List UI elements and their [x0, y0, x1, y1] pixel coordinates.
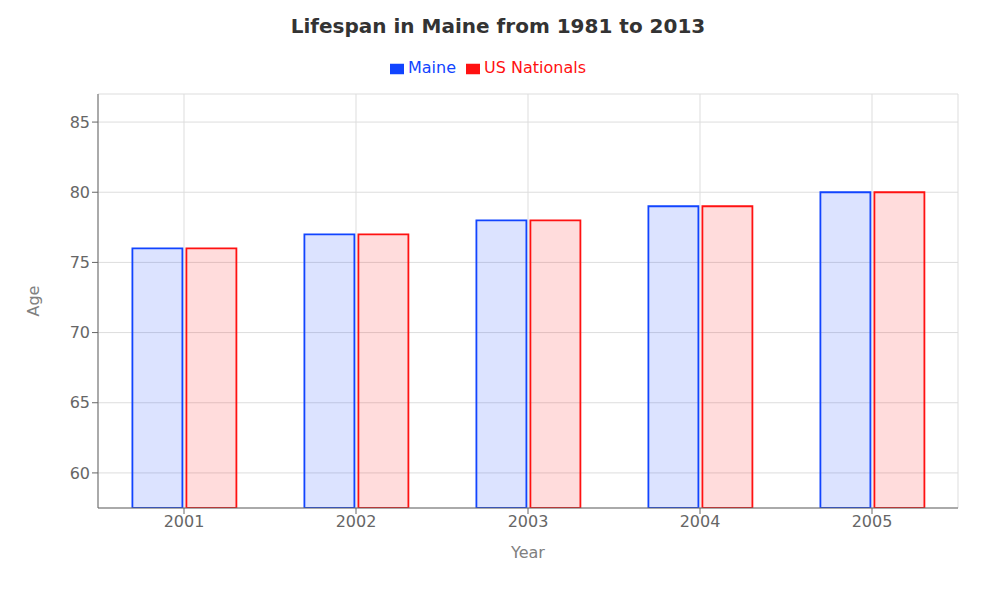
svg-text:2004: 2004	[680, 512, 721, 531]
html-text:Lifespan in Maine from 1981 to: Lifespan in Maine from 1981 to 2013	[290, 14, 706, 38]
svg-text:80: 80	[70, 183, 90, 202]
svg-text:2003: 2003	[508, 512, 549, 531]
svg-text:2002: 2002	[336, 512, 377, 531]
svg-text:Year: Year	[510, 543, 545, 562]
svg-text:Age: Age	[24, 286, 43, 317]
html-text:US Nationals: US Nationals	[484, 58, 586, 77]
svg-text:65: 65	[70, 393, 90, 412]
html-text:Maine: Maine	[408, 58, 456, 77]
svg-text:60: 60	[70, 464, 90, 483]
svg-text:75: 75	[70, 253, 90, 272]
svg-text:2005: 2005	[852, 512, 893, 531]
svg-text:85: 85	[70, 113, 90, 132]
svg-text:70: 70	[70, 323, 90, 342]
svg-text:2001: 2001	[164, 512, 205, 531]
